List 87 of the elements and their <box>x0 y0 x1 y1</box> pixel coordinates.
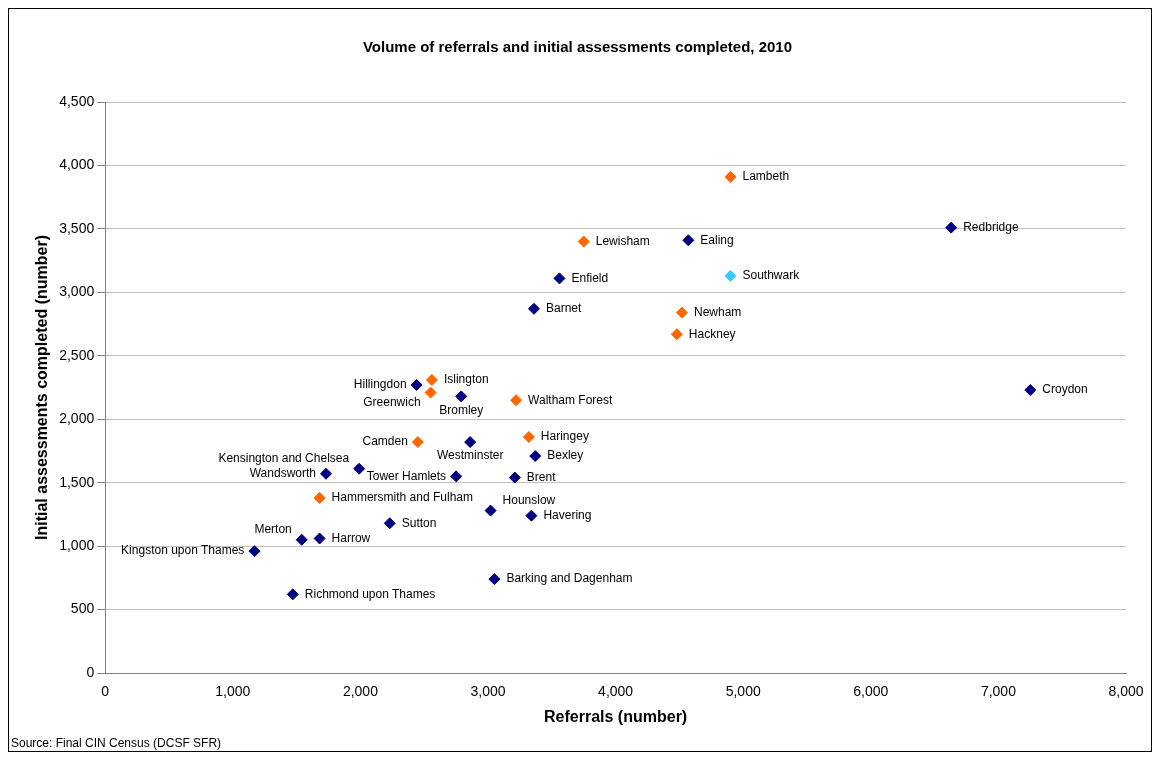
annotation: Hillingdon <box>353 377 407 392</box>
x-tick-label: 8,000 <box>1108 683 1144 700</box>
point <box>286 588 299 601</box>
point <box>424 386 437 399</box>
point <box>450 470 463 483</box>
annotation: Bromley <box>439 402 484 417</box>
point <box>508 471 521 484</box>
y-tick-label: 500 <box>70 600 95 617</box>
annotation: Southwark <box>742 268 801 283</box>
point <box>248 545 261 558</box>
annotation: Lewisham <box>595 233 650 248</box>
x-tick-label: 3,000 <box>470 683 506 700</box>
annotation: Newham <box>693 304 742 319</box>
point <box>1024 384 1037 397</box>
y-tick-label: 2,500 <box>59 346 95 363</box>
y-tick-label: 1,000 <box>59 536 95 553</box>
x-axis-title: Referrals (number) <box>544 707 688 725</box>
annotation: Haringey <box>540 429 589 444</box>
y-tick-label: 0 <box>86 663 95 680</box>
point <box>425 373 438 386</box>
chart-title: Volume of referrals and initial assessments completed, 2010 <box>362 38 793 56</box>
point <box>577 235 590 248</box>
annotation: Kensington and Chelsea <box>218 451 350 466</box>
annotation: Harrow <box>331 530 371 545</box>
point <box>670 328 683 341</box>
x-tick-label: 4,000 <box>598 683 634 700</box>
annotation: Sutton <box>401 515 437 530</box>
annotation: Camden <box>362 434 408 449</box>
point <box>313 532 326 545</box>
annotation: Barnet <box>545 301 582 316</box>
y-axis-title: Initial assessments completed (number) <box>33 235 51 540</box>
x-tick-label: 1,000 <box>215 683 251 700</box>
annotation: Wandsworth <box>249 466 316 481</box>
annotation: Westminster <box>436 448 504 463</box>
y-tick-label: 4,500 <box>59 92 95 109</box>
annotation: Kingston upon Thames <box>121 543 245 558</box>
point <box>553 272 566 285</box>
point <box>313 491 326 504</box>
annotation: Hounslow <box>502 492 556 507</box>
point <box>675 306 688 319</box>
annotation: Merton <box>254 522 292 537</box>
x-tick-label: 7,000 <box>980 683 1017 700</box>
annotation: Redbridge <box>963 219 1019 234</box>
point <box>295 533 308 546</box>
annotation: Waltham Forest <box>528 392 613 407</box>
point <box>353 462 366 475</box>
point <box>724 170 737 183</box>
annotation: Greenwich <box>363 394 421 409</box>
point <box>484 504 497 517</box>
point <box>529 450 542 463</box>
annotation: Brent <box>526 469 557 484</box>
point <box>455 390 468 403</box>
annotation: Lambeth <box>742 169 790 184</box>
point <box>522 430 535 443</box>
x-tick-label: 2,000 <box>342 683 379 700</box>
point <box>525 509 538 522</box>
annotation: Tower Hamlets <box>366 468 447 483</box>
source-note: Source: Final CIN Census (DCSF SFR) <box>11 736 222 751</box>
point <box>724 269 737 282</box>
point <box>411 436 424 449</box>
annotation: Barking and Dagenham <box>506 571 633 586</box>
annotation: Croydon <box>1042 382 1088 397</box>
point <box>383 517 396 530</box>
annotation: Bexley <box>547 448 584 463</box>
point <box>527 302 540 315</box>
annotation: Havering <box>543 507 592 522</box>
point <box>945 221 958 234</box>
point <box>410 378 423 391</box>
annotation: Islington <box>443 372 489 387</box>
y-tick-label: 3,500 <box>59 219 95 236</box>
annotation: Hackney <box>688 326 736 341</box>
annotation: Hammersmith and Fulham <box>331 490 473 505</box>
x-tick-label: 6,000 <box>853 683 889 700</box>
x-tick-label: 0 <box>101 683 110 700</box>
y-tick-label: 1,500 <box>59 473 95 490</box>
point <box>682 234 695 247</box>
annotation: Richmond upon Thames <box>304 586 436 601</box>
annotation: Ealing <box>700 232 734 247</box>
y-tick-label: 2,000 <box>59 410 95 427</box>
annotation: Enfield <box>571 270 609 285</box>
y-tick-label: 3,000 <box>59 283 95 300</box>
x-tick-label: 5,000 <box>725 683 761 700</box>
y-tick-label: 4,000 <box>59 156 95 173</box>
point <box>464 436 477 449</box>
point <box>510 394 523 407</box>
point <box>488 573 501 586</box>
point <box>319 467 332 480</box>
